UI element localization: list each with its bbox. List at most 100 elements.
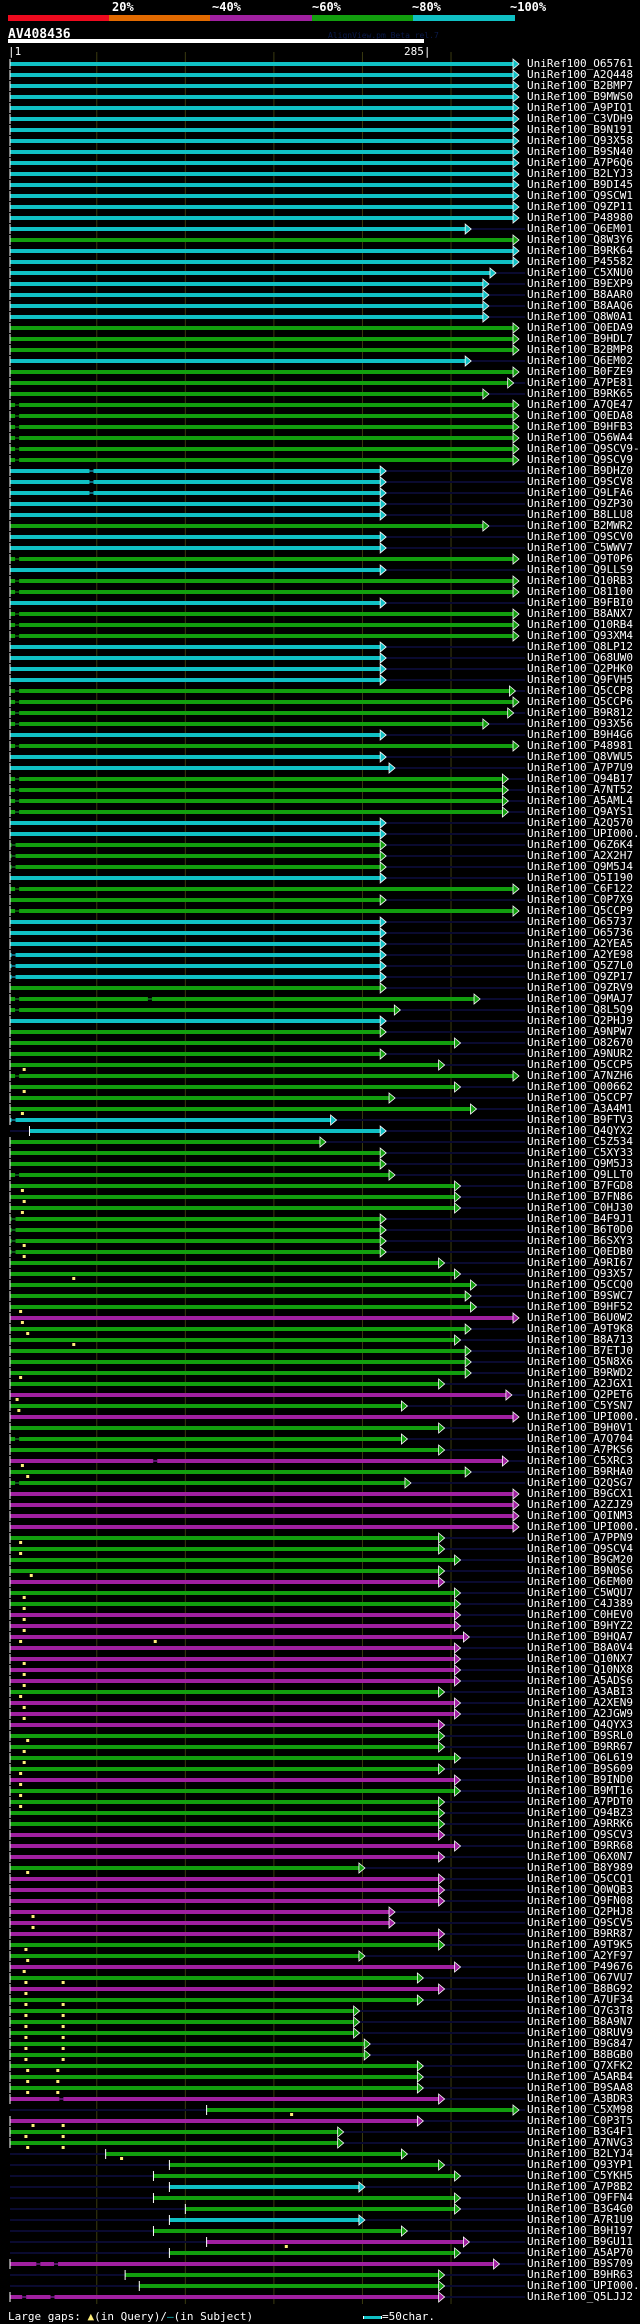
hit-label[interactable]: UniRef100_Q0WQB3 (527, 1883, 633, 1896)
hit-label[interactable]: UniRef100_O82670 (527, 1036, 633, 1049)
hit-label[interactable]: UniRef100_B9RWD2 (527, 1366, 633, 1379)
hit-label[interactable]: UniRef100_B9EXP9 (527, 277, 633, 290)
hit-label[interactable]: UniRef100_Q4QYX2 (527, 1124, 633, 1137)
hit-label[interactable]: UniRef100_A5AP70 (527, 2246, 633, 2259)
hit-label[interactable]: UniRef100_B9MWS0 (527, 90, 633, 103)
hit-label[interactable]: UniRef100_C5XNU0 (527, 266, 633, 279)
hit-label[interactable]: UniRef100_B9FBI0 (527, 596, 633, 609)
hit-label[interactable]: UniRef100_A9T9K8 (527, 1322, 633, 1335)
hit-label[interactable]: UniRef100_B9HDL7 (527, 332, 633, 345)
hit-label[interactable]: UniRef100_B8AAR0 (527, 288, 633, 301)
hit-label[interactable]: UniRef100_A2XEN9 (527, 1696, 633, 1709)
hit-label[interactable]: UniRef100_A7NT52 (527, 783, 633, 796)
hit-label[interactable]: UniRef100_Q2QSG7 (527, 1476, 633, 1489)
hit-label[interactable]: UniRef100_A3BDR3 (527, 2092, 633, 2105)
hit-label[interactable]: UniRef100_UPI000.. (527, 827, 640, 840)
hit-label[interactable]: UniRef100_Q0EDB0 (527, 1245, 633, 1258)
hit-label[interactable]: UniRef100_A7UF34 (527, 1993, 633, 2006)
hit-label[interactable]: UniRef100_Q56WA4 (527, 431, 633, 444)
hit-label[interactable]: UniRef100_Q0INM3 (527, 1509, 633, 1522)
hit-label[interactable]: UniRef100_C5XM98 (527, 2103, 633, 2116)
hit-label[interactable]: UniRef100_B8A713 (527, 1333, 633, 1346)
hit-label[interactable]: UniRef100_Q9SCW1 (527, 189, 633, 202)
hit-label[interactable]: UniRef100_A7PDT0 (527, 1795, 633, 1808)
hit-label[interactable]: UniRef100_Q9SCV9 (527, 453, 633, 466)
hit-label[interactable]: UniRef100_A2YF97 (527, 1949, 633, 1962)
hit-label[interactable]: UniRef100_Q6EM01 (527, 222, 633, 235)
hit-label[interactable]: UniRef100_A2Q570 (527, 816, 633, 829)
hit-label[interactable]: UniRef100_B7FN86 (527, 1190, 633, 1203)
hit-label[interactable]: UniRef100_O81100 (527, 585, 633, 598)
hit-label[interactable]: UniRef100_Q67VU7 (527, 1971, 633, 1984)
hit-label[interactable]: UniRef100_Q6Z6K4 (527, 838, 633, 851)
hit-label[interactable]: UniRef100_B9FTV3 (527, 1113, 633, 1126)
hit-label[interactable]: UniRef100_C5YKH5 (527, 2169, 633, 2182)
hit-label[interactable]: UniRef100_B6SXY3 (527, 1234, 633, 1247)
hit-label[interactable]: UniRef100_Q8W0A1 (527, 310, 633, 323)
hit-label[interactable]: UniRef100_Q93X56 (527, 717, 633, 730)
hit-label[interactable]: UniRef100_B7ETJ0 (527, 1344, 633, 1357)
hit-label[interactable]: UniRef100_B9RK65 (527, 387, 633, 400)
hit-label[interactable]: UniRef100_A3ABI3 (527, 1685, 633, 1698)
hit-label[interactable]: UniRef100_B9RR67 (527, 1740, 633, 1753)
hit-label[interactable]: UniRef100_Q8VWU5 (527, 750, 633, 763)
hit-label[interactable]: UniRef100_B7FGD8 (527, 1179, 633, 1192)
hit-label[interactable]: UniRef100_Q9MAJ7 (527, 992, 633, 1005)
hit-label[interactable]: UniRef100_Q8RUV9 (527, 2026, 633, 2039)
hit-label[interactable]: UniRef100_C3VDH9 (527, 112, 633, 125)
hit-label[interactable]: UniRef100_A7PKS6 (527, 1443, 633, 1456)
hit-label[interactable]: UniRef100_B9HR63 (527, 2268, 633, 2281)
hit-label[interactable]: UniRef100_Q5CCP9 (527, 904, 633, 917)
hit-label[interactable]: UniRef100_B8A9N7 (527, 2015, 633, 2028)
hit-label[interactable]: UniRef100_Q94B17 (527, 772, 633, 785)
hit-label[interactable]: UniRef100_B8AAQ6 (527, 299, 633, 312)
hit-label[interactable]: UniRef100_P48981 (527, 739, 633, 752)
hit-label[interactable]: UniRef100_A2Q448 (527, 68, 633, 81)
hit-label[interactable]: UniRef100_A7R1U9 (527, 2213, 633, 2226)
hit-label[interactable]: UniRef100_B9H197 (527, 2224, 633, 2237)
hit-label[interactable]: UniRef100_Q9LLT0 (527, 1168, 633, 1181)
hit-label[interactable]: UniRef100_B9SRL0 (527, 1729, 633, 1742)
hit-label[interactable]: UniRef100_B8LLU8 (527, 508, 633, 521)
hit-label[interactable]: UniRef100_A7P7U9 (527, 761, 633, 774)
hit-label[interactable]: UniRef100_Q0EDA8 (527, 409, 633, 422)
hit-label[interactable]: UniRef100_Q5CCP5 (527, 1058, 633, 1071)
hit-label[interactable]: UniRef100_Q9ZP30 (527, 497, 633, 510)
hit-label[interactable]: UniRef100_Q5CCQ1 (527, 1872, 633, 1885)
hit-label[interactable]: UniRef100_O65736 (527, 926, 633, 939)
hit-label[interactable]: UniRef100_Q9SCV4 (527, 1542, 633, 1555)
hit-label[interactable]: UniRef100_C5Z534 (527, 1135, 633, 1148)
hit-label[interactable]: UniRef100_Q9SCV8 (527, 475, 633, 488)
hit-label[interactable]: UniRef100_Q9SCV3 (527, 1828, 633, 1841)
hit-label[interactable]: UniRef100_Q10RB3 (527, 574, 633, 587)
hit-label[interactable]: UniRef100_Q9T0P6 (527, 552, 633, 565)
hit-label[interactable]: UniRef100_B9DI45 (527, 178, 633, 191)
hit-label[interactable]: UniRef100_A7PE81 (527, 376, 633, 389)
hit-label[interactable]: UniRef100_Q2PHJ9 (527, 1014, 633, 1027)
hit-label[interactable]: UniRef100_A7NVG3 (527, 2136, 633, 2149)
hit-label[interactable]: UniRef100_Q9AYS1 (527, 805, 633, 818)
hit-label[interactable]: UniRef100_A3A4M1 (527, 1102, 633, 1115)
hit-label[interactable]: UniRef100_B9RHA0 (527, 1465, 633, 1478)
hit-label[interactable]: UniRef100_B2LYJ4 (527, 2147, 633, 2160)
hit-label[interactable]: UniRef100_Q94BZ3 (527, 1806, 633, 1819)
hit-label[interactable]: UniRef100_Q5LJJ2 (527, 2290, 633, 2303)
hit-label[interactable]: UniRef100_B9SN40 (527, 145, 633, 158)
hit-label[interactable]: UniRef100_Q8L5Q9 (527, 1003, 633, 1016)
hit-label[interactable]: UniRef100_P45582 (527, 255, 633, 268)
hit-label[interactable]: UniRef100_A7PPN9 (527, 1531, 633, 1544)
hit-label[interactable]: UniRef100_P49676 (527, 1960, 633, 1973)
hit-label[interactable]: UniRef100_B9GU11 (527, 2235, 633, 2248)
hit-label[interactable]: UniRef100_A9NUR2 (527, 1047, 633, 1060)
hit-label[interactable]: UniRef100_C0HJ30 (527, 1201, 633, 1214)
hit-label[interactable]: UniRef100_B2BMP8 (527, 343, 633, 356)
hit-label[interactable]: UniRef100_A7P6Q6 (527, 156, 633, 169)
hit-label[interactable]: UniRef100_B9GM20 (527, 1553, 633, 1566)
hit-label[interactable]: UniRef100_Q7G3T8 (527, 2004, 633, 2017)
hit-label[interactable]: UniRef100_Q8W3Y6 (527, 233, 633, 246)
hit-label[interactable]: UniRef100_Q9SCV5 (527, 1916, 633, 1929)
hit-label[interactable]: UniRef100_B9DHZ0 (527, 464, 633, 477)
hit-label[interactable]: UniRef100_B9HQA7 (527, 1630, 633, 1643)
hit-label[interactable]: UniRef100_Q10NX7 (527, 1652, 633, 1665)
hit-label[interactable]: UniRef100_B9HYZ2 (527, 1619, 633, 1632)
